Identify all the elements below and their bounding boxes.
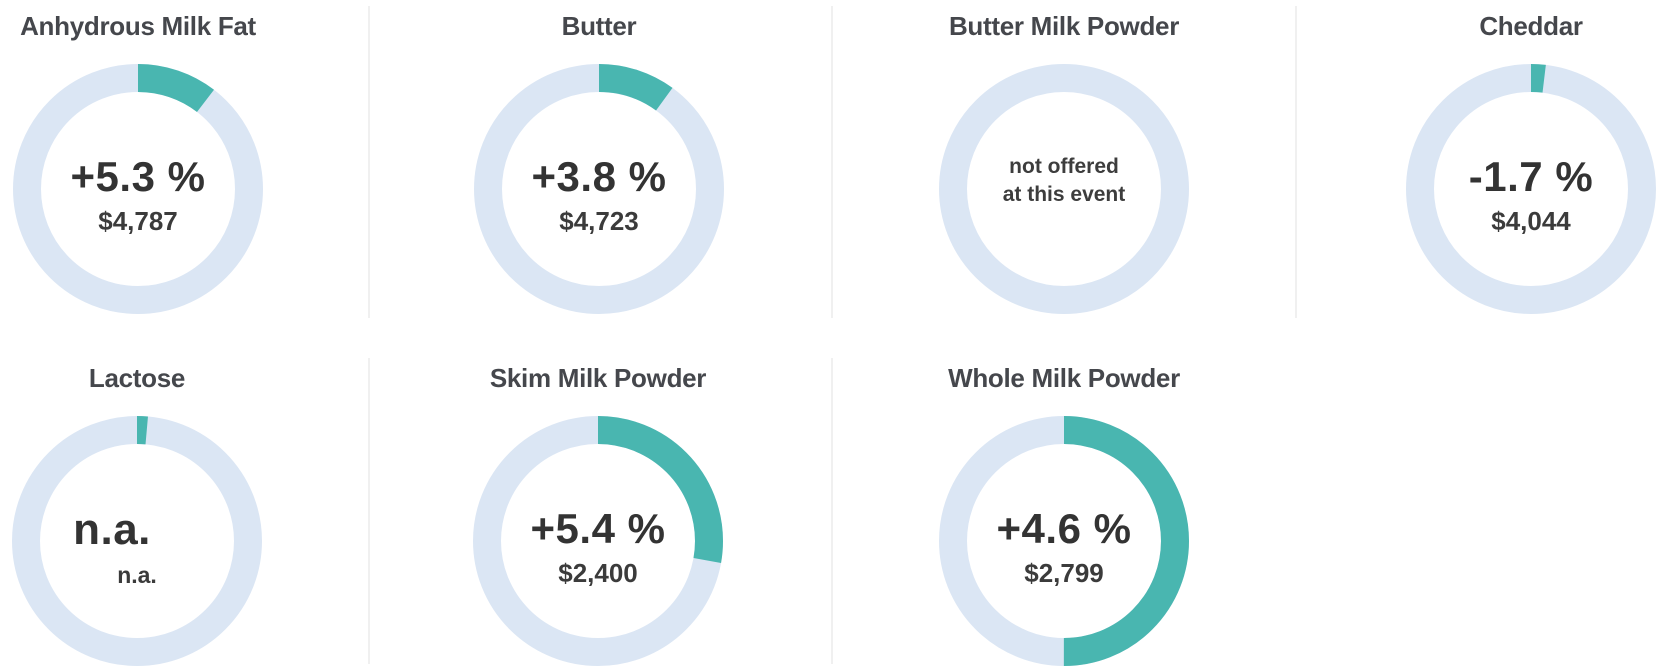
product-title: Anhydrous Milk Fat [20, 11, 256, 41]
donut-chart[interactable]: n.a. n.a. [12, 416, 262, 666]
donut-center-label: +5.4 % $2,400 [473, 416, 723, 666]
product-title: Skim Milk Powder [489, 363, 707, 393]
donut-chart[interactable]: +4.6 % $2,799 [939, 416, 1189, 666]
price-value: $4,044 [1491, 205, 1571, 236]
price-change-value: +4.6 % [996, 505, 1132, 553]
price-change-value: +5.4 % [530, 505, 666, 553]
donut-arc [939, 416, 1189, 666]
card-lactose: Lactose n.a. n.a. [0, 360, 297, 666]
price-change-value: -1.7 % [1468, 153, 1594, 201]
donut-arc [473, 416, 723, 666]
donut-center-label: not offered at this event [939, 64, 1189, 314]
donut-center-label: -1.7 % $4,044 [1406, 64, 1656, 314]
donut-chart[interactable]: +3.8 % $4,723 [474, 64, 724, 314]
donut-arc [13, 64, 263, 314]
donut-chart[interactable]: -1.7 % $4,044 [1406, 64, 1656, 314]
card-skim-milk-powder: Skim Milk Powder +5.4 % $2,400 [438, 360, 758, 666]
price-change-value: +5.3 % [70, 153, 206, 201]
price-change-value: n.a. [73, 505, 151, 555]
product-title: Butter [561, 11, 637, 41]
product-title: Butter Milk Powder [948, 11, 1180, 41]
price-value: $4,723 [559, 205, 639, 236]
product-title: Lactose [88, 363, 186, 393]
donut-chart[interactable]: +5.4 % $2,400 [473, 416, 723, 666]
column-divider [831, 6, 833, 318]
price-value: $2,400 [558, 557, 638, 588]
donut-svg [1406, 64, 1656, 314]
donut-arc [1406, 64, 1656, 314]
donut-chart[interactable]: +5.3 % $4,787 [13, 64, 263, 314]
donut-svg [939, 64, 1189, 314]
not-offered-note-line1: not offered [1009, 154, 1119, 178]
donut-arc [474, 64, 724, 314]
price-change-value: +3.8 % [531, 153, 667, 201]
donut-center-label: +5.3 % $4,787 [13, 64, 263, 314]
price-value: $2,799 [1024, 557, 1104, 588]
donut-svg [939, 416, 1189, 666]
donut-ring [939, 64, 1189, 314]
card-cheddar: Cheddar -1.7 % $4,044 [1371, 8, 1662, 314]
donut-center-label: +4.6 % $2,799 [939, 416, 1189, 666]
card-whole-milk-powder: Whole Milk Powder +4.6 % $2,799 [904, 360, 1224, 666]
donut-svg [474, 64, 724, 314]
donut-arc [12, 416, 262, 666]
donut-center-label: +3.8 % $4,723 [474, 64, 724, 314]
column-divider [831, 358, 833, 664]
column-divider [368, 6, 370, 318]
not-offered-note-line2: at this event [1002, 183, 1126, 206]
column-divider [1295, 6, 1297, 318]
card-butter: Butter +3.8 % $4,723 [439, 8, 759, 314]
donut-svg [12, 416, 262, 666]
price-value: $4,787 [98, 205, 178, 236]
donut-svg [473, 416, 723, 666]
card-anhydrous-milk-fat: Anhydrous Milk Fat +5.3 % $4,787 [0, 8, 298, 314]
product-title: Cheddar [1479, 11, 1583, 41]
donut-center-label: n.a. n.a. [12, 416, 262, 666]
donut-chart[interactable]: not offered at this event [939, 64, 1189, 314]
donut-svg [13, 64, 263, 314]
column-divider [368, 358, 370, 664]
card-butter-milk-powder: Butter Milk Powder not offered at this e… [904, 8, 1224, 314]
product-title: Whole Milk Powder [948, 363, 1180, 393]
price-value: n.a. [117, 561, 157, 588]
